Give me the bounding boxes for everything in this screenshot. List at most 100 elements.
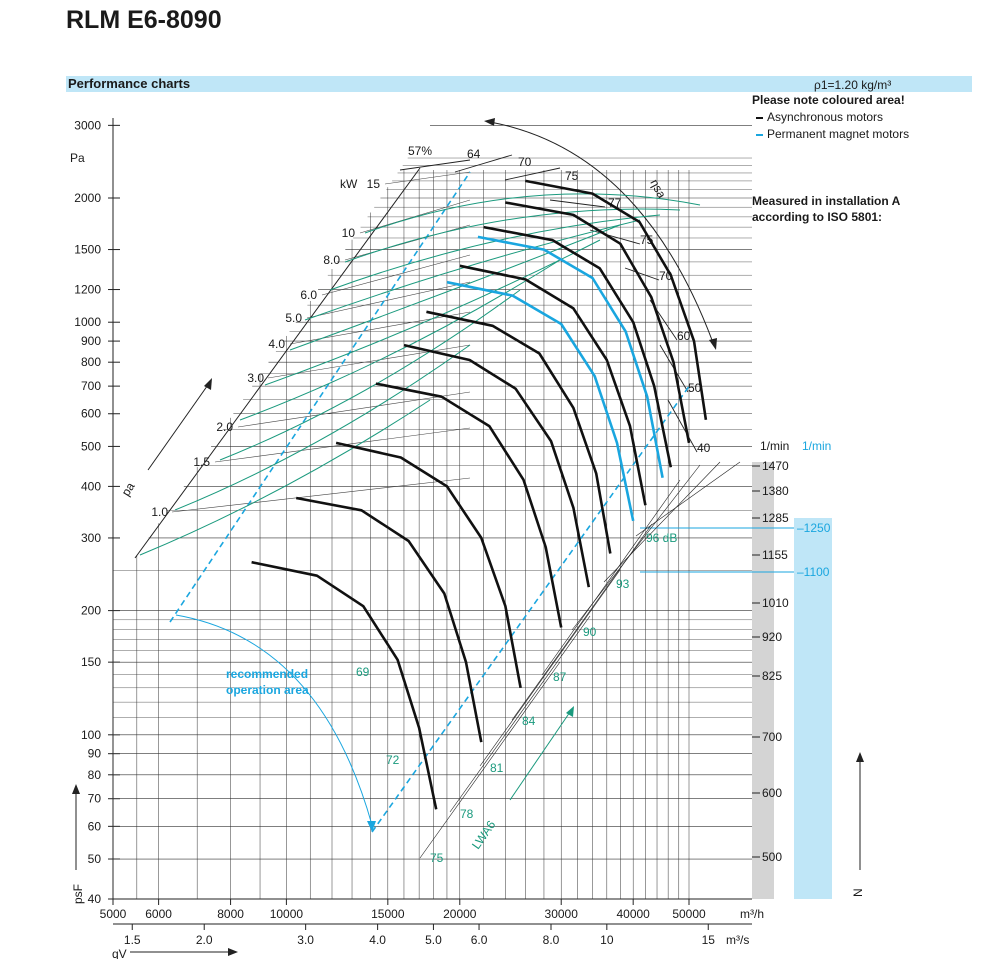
speed-label: 600	[762, 786, 782, 800]
legend-pm-label: Permanent magnet motors	[767, 127, 910, 141]
x-tick-label: 15000	[371, 907, 405, 921]
efficiency-iso-line	[667, 399, 698, 453]
x-arrow-head	[228, 948, 238, 956]
page-title: RLM E6-8090	[66, 6, 222, 34]
efficiency-curve	[344, 208, 681, 263]
speed-label: 920	[762, 630, 782, 644]
legend-async-label: Asynchronous motors	[767, 110, 884, 124]
sound-label: 90	[583, 625, 597, 639]
density-label: ρ1=1.20 kg/m³	[814, 78, 892, 92]
efficiency-label: 40	[697, 441, 711, 455]
y-tick-label: 1200	[74, 283, 101, 297]
speed-label: 825	[762, 669, 782, 683]
speed-label: 1470	[762, 459, 789, 473]
x2-tick-label: 6.0	[471, 933, 488, 947]
recommended-boundary-left	[169, 171, 471, 623]
y-tick-label: 1000	[74, 315, 101, 329]
installation-note: Measured in installation A according to …	[752, 193, 900, 225]
y-tick-label: 800	[81, 355, 101, 369]
speed-band	[752, 462, 774, 899]
sound-iso-line	[571, 464, 701, 631]
y-tick-label: 900	[81, 334, 101, 348]
power-label: 3.0	[247, 371, 264, 385]
sound-axis-label: LWA6	[469, 818, 499, 852]
y-tick-label: 150	[81, 655, 101, 669]
speed-curve-1470	[525, 179, 708, 420]
power-label: 10	[342, 226, 356, 240]
recommended-arrow	[175, 614, 373, 826]
speed-axis-label: N	[851, 888, 865, 897]
header-bar	[66, 76, 972, 92]
power-iso-line	[384, 171, 471, 185]
y-tick-label: 3000	[74, 118, 101, 132]
power-iso-line	[237, 391, 471, 428]
x-tick-label: 40000	[616, 907, 650, 921]
efficiency-arrow	[489, 121, 713, 341]
async-line-icon	[756, 116, 763, 119]
y-tick-label: 80	[88, 768, 102, 782]
power-label: 4.0	[268, 337, 285, 351]
y-unit-label: Pa	[70, 151, 85, 165]
speed-unit-pm: 1/min	[802, 439, 831, 453]
x2-tick-label: 8.0	[543, 933, 560, 947]
speed-curve-1155	[459, 264, 647, 506]
efficiency-label: 75	[565, 169, 579, 183]
power-iso-line	[344, 224, 471, 261]
y-tick-label: 90	[88, 747, 102, 761]
efficiency-iso-line	[504, 167, 561, 181]
installation-line2: according to ISO 5801:	[752, 210, 883, 224]
x-tick-label: 5000	[100, 907, 127, 921]
power-label: 1.0	[151, 505, 168, 519]
y-axis-label: psF	[71, 884, 85, 904]
x2-tick-label: 15	[702, 933, 716, 947]
speed-curve-600	[295, 496, 483, 743]
speed-curve-1010	[426, 310, 612, 554]
y-arrow-head	[72, 784, 80, 794]
x-unit-bottom: m³/s	[726, 933, 749, 947]
y-tick-label: 50	[88, 852, 102, 866]
y-tick-label: 60	[88, 819, 102, 833]
speed-curve-1285	[483, 225, 673, 468]
header-label: Performance charts	[68, 76, 191, 91]
power-iso-line	[171, 477, 471, 513]
speed-label: 1285	[762, 511, 789, 525]
power-label: 5.0	[285, 311, 302, 325]
y-tick-label: 2000	[74, 191, 101, 205]
pa-arrow-line	[147, 381, 211, 471]
efficiency-iso-line	[624, 267, 660, 281]
pm-curve-1250	[477, 235, 664, 478]
x-tick-label: 20000	[443, 907, 477, 921]
efficiency-curve	[139, 399, 431, 556]
x2-tick-label: 2.0	[196, 933, 213, 947]
sound-iso-line	[449, 615, 591, 813]
power-label: 8.0	[323, 253, 340, 267]
legend-note: Please note coloured area!	[752, 93, 905, 107]
y-tick-label: 700	[81, 379, 101, 393]
power-iso-line	[306, 281, 471, 319]
speed-unit-async: 1/min	[760, 439, 789, 453]
power-iso-line	[359, 199, 471, 234]
legend-item-pm: Permanent magnet motors	[756, 127, 909, 141]
pm-band	[794, 518, 832, 899]
oblique-boundary	[134, 167, 421, 559]
sound-label: 96 dB	[646, 531, 677, 545]
speed-label: 700	[762, 730, 782, 744]
pa-arrow-head	[204, 378, 212, 390]
rec-arrow-head	[367, 821, 376, 832]
x-axis-label: qV	[112, 947, 127, 959]
power-label: 6.0	[300, 288, 317, 302]
recommended-label-2: operation area	[226, 683, 309, 697]
pm-speed-label: –1100	[797, 565, 830, 579]
x-tick-label: 8000	[217, 907, 244, 921]
y-tick-label: 400	[81, 479, 101, 493]
efficiency-curve	[304, 219, 641, 321]
y-tick-label: 100	[81, 728, 101, 742]
power-label: 15	[367, 177, 381, 191]
sound-label: 84	[522, 714, 536, 728]
sound-label: 87	[553, 670, 567, 684]
legend-item-async: Asynchronous motors	[756, 110, 883, 124]
efficiency-iso-line	[454, 154, 513, 173]
efficiency-label: 60	[677, 329, 691, 343]
y-tick-label: 200	[81, 604, 101, 618]
speed-label: 500	[762, 850, 782, 864]
